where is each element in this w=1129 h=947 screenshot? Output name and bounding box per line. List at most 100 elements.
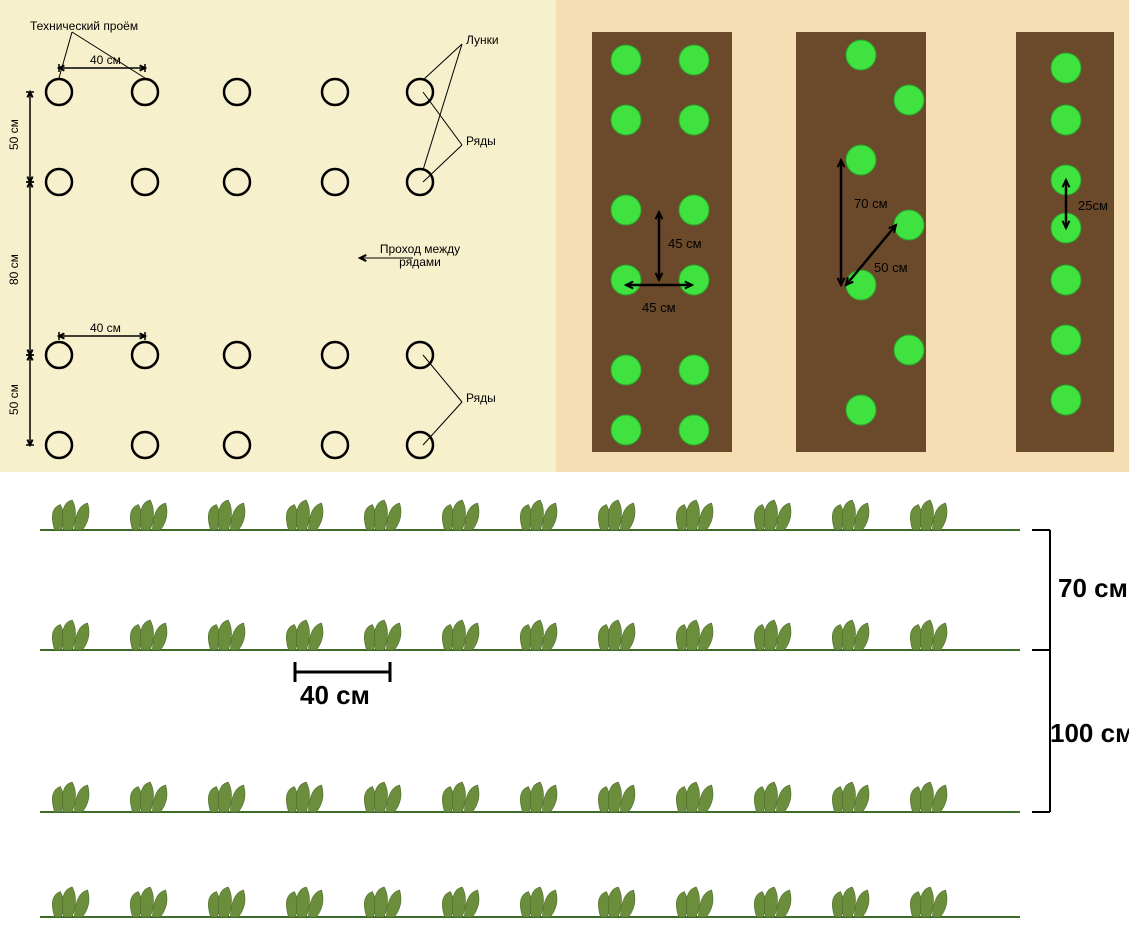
plant-icon: [364, 500, 401, 530]
plant-icon: [364, 620, 401, 650]
hole-circle: [224, 432, 250, 458]
label-technical-opening: Технический проём: [30, 19, 138, 33]
plant-dot: [611, 355, 641, 385]
plant-dot: [611, 195, 641, 225]
dim-40cm: 40 см: [300, 680, 370, 710]
panel-bed-patterns: 45 см45 см70 см50 см25см: [556, 0, 1129, 472]
plant-icon: [208, 500, 245, 530]
hole-circle: [46, 342, 72, 368]
plant-icon: [286, 500, 323, 530]
label-passage: Проход междурядами: [380, 242, 460, 269]
plant-icon: [676, 887, 713, 917]
hole-circle: [132, 342, 158, 368]
plant-icon: [364, 887, 401, 917]
hole-circle: [46, 169, 72, 195]
plant-icon: [52, 887, 89, 917]
hole-circle: [224, 169, 250, 195]
dim-50cm: 50 см: [7, 384, 21, 415]
plant-dot: [611, 105, 641, 135]
label-rows: Ряды: [466, 134, 496, 148]
dim-label: 25см: [1078, 198, 1108, 213]
plant-dot: [679, 105, 709, 135]
plant-dot: [894, 85, 924, 115]
plant-dot: [1051, 265, 1081, 295]
plant-icon: [520, 887, 557, 917]
label-rows: Ряды: [466, 391, 496, 405]
plant-dot: [611, 415, 641, 445]
dim-label: 45 см: [642, 300, 676, 315]
plant-icon: [910, 887, 947, 917]
hole-circle: [132, 432, 158, 458]
plant-dot: [894, 210, 924, 240]
hole-circle: [322, 79, 348, 105]
plant-icon: [130, 500, 167, 530]
plant-icon: [130, 782, 167, 812]
hole-circle: [224, 342, 250, 368]
plant-icon: [598, 620, 635, 650]
plant-dot: [846, 145, 876, 175]
hole-circle: [407, 342, 433, 368]
plant-icon: [520, 500, 557, 530]
hole-circle: [322, 342, 348, 368]
plant-icon: [910, 620, 947, 650]
plant-icon: [832, 782, 869, 812]
plant-dot: [846, 395, 876, 425]
plant-dot: [679, 195, 709, 225]
plant-icon: [286, 887, 323, 917]
plant-icon: [52, 782, 89, 812]
plant-icon: [520, 782, 557, 812]
plant-dot: [679, 265, 709, 295]
hole-circle: [322, 169, 348, 195]
hole-circle: [407, 432, 433, 458]
plant-dot: [611, 45, 641, 75]
dim-label: 45 см: [668, 236, 702, 251]
plant-icon: [286, 620, 323, 650]
plant-icon: [754, 620, 791, 650]
plant-icon: [208, 887, 245, 917]
plant-icon: [442, 620, 479, 650]
plant-icon: [598, 782, 635, 812]
plant-dot: [1051, 325, 1081, 355]
hole-circle: [46, 432, 72, 458]
plant-icon: [754, 887, 791, 917]
dim-50cm: 50 см: [7, 119, 21, 150]
dim-80cm: 80 см: [7, 254, 21, 285]
plant-dot: [1051, 105, 1081, 135]
plant-icon: [754, 500, 791, 530]
dim-40cm: 40 см: [90, 321, 121, 335]
plant-dot: [1051, 53, 1081, 83]
plant-icon: [754, 782, 791, 812]
plant-icon: [364, 782, 401, 812]
plant-dot: [846, 270, 876, 300]
plant-icon: [208, 782, 245, 812]
plant-dot: [679, 415, 709, 445]
plant-dot: [894, 335, 924, 365]
panel-hole-layout: Технический проёмЛункиРядыПроход междуря…: [0, 0, 556, 472]
dim-label: 70 см: [854, 196, 888, 211]
plant-icon: [442, 887, 479, 917]
hole-circle: [407, 169, 433, 195]
hole-circle: [132, 79, 158, 105]
plant-dot: [611, 265, 641, 295]
plant-icon: [442, 500, 479, 530]
plant-dot: [846, 40, 876, 70]
plant-dot: [679, 355, 709, 385]
plant-dot: [679, 45, 709, 75]
plant-icon: [832, 500, 869, 530]
dim-label: 70 см: [1058, 573, 1128, 603]
plant-icon: [832, 887, 869, 917]
plant-icon: [130, 620, 167, 650]
dim-label: 100 см: [1050, 718, 1129, 748]
plant-icon: [676, 782, 713, 812]
plant-icon: [910, 782, 947, 812]
plant-icon: [598, 887, 635, 917]
plant-icon: [286, 782, 323, 812]
hole-circle: [46, 79, 72, 105]
plant-icon: [52, 500, 89, 530]
plant-dot: [1051, 385, 1081, 415]
plant-icon: [676, 620, 713, 650]
hole-circle: [224, 79, 250, 105]
hole-circle: [322, 432, 348, 458]
plant-icon: [52, 620, 89, 650]
hole-circle: [132, 169, 158, 195]
